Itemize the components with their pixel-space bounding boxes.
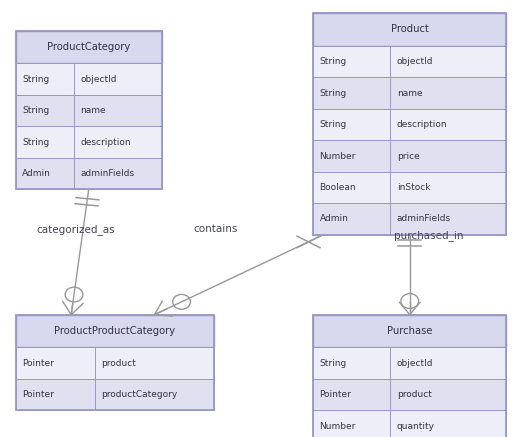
Bar <box>313 172 506 203</box>
Text: description: description <box>397 120 447 129</box>
Text: inStock: inStock <box>397 183 430 192</box>
Bar <box>313 13 506 46</box>
Text: ProductProductCategory: ProductProductCategory <box>54 326 175 336</box>
Bar <box>313 13 506 235</box>
Text: String: String <box>22 106 49 115</box>
Text: String: String <box>319 120 347 129</box>
Text: String: String <box>319 89 347 97</box>
Bar <box>313 77 506 109</box>
Text: Product: Product <box>391 24 429 35</box>
Text: adminFields: adminFields <box>80 169 135 178</box>
Text: productCategory: productCategory <box>101 390 177 399</box>
Bar <box>313 315 506 347</box>
Bar <box>313 109 506 140</box>
Text: categorized_as: categorized_as <box>37 224 115 235</box>
Bar <box>16 63 162 95</box>
Bar <box>313 410 506 437</box>
Text: purchased_in: purchased_in <box>394 231 464 241</box>
Bar <box>313 315 506 437</box>
Text: String: String <box>22 75 49 83</box>
Bar <box>16 347 214 379</box>
Text: name: name <box>397 89 422 97</box>
Text: price: price <box>397 152 420 160</box>
Text: objectId: objectId <box>80 75 117 83</box>
Bar <box>313 347 506 379</box>
Text: quantity: quantity <box>397 422 435 430</box>
Text: contains: contains <box>193 225 238 234</box>
Bar <box>313 203 506 235</box>
Bar <box>16 315 214 347</box>
Bar <box>16 158 162 189</box>
Bar <box>16 379 214 410</box>
Bar <box>16 31 162 189</box>
Text: product: product <box>397 390 432 399</box>
Text: Admin: Admin <box>22 169 51 178</box>
Text: ProductCategory: ProductCategory <box>47 42 130 52</box>
Text: String: String <box>319 57 347 66</box>
Text: Pointer: Pointer <box>319 390 351 399</box>
Bar <box>16 31 162 63</box>
Text: Admin: Admin <box>319 215 348 223</box>
Text: Number: Number <box>319 152 356 160</box>
Bar <box>16 315 214 410</box>
Bar <box>313 140 506 172</box>
Text: Boolean: Boolean <box>319 183 356 192</box>
Text: Pointer: Pointer <box>22 359 54 368</box>
Text: description: description <box>80 138 131 146</box>
Text: objectId: objectId <box>397 359 433 368</box>
Bar <box>313 379 506 410</box>
Text: Purchase: Purchase <box>387 326 433 336</box>
Text: name: name <box>80 106 106 115</box>
Bar <box>313 46 506 77</box>
Text: adminFields: adminFields <box>397 215 451 223</box>
Text: Number: Number <box>319 422 356 430</box>
Text: objectId: objectId <box>397 57 433 66</box>
Bar <box>16 126 162 158</box>
Text: String: String <box>319 359 347 368</box>
Text: Pointer: Pointer <box>22 390 54 399</box>
Text: String: String <box>22 138 49 146</box>
Text: product: product <box>101 359 136 368</box>
Bar <box>16 95 162 126</box>
